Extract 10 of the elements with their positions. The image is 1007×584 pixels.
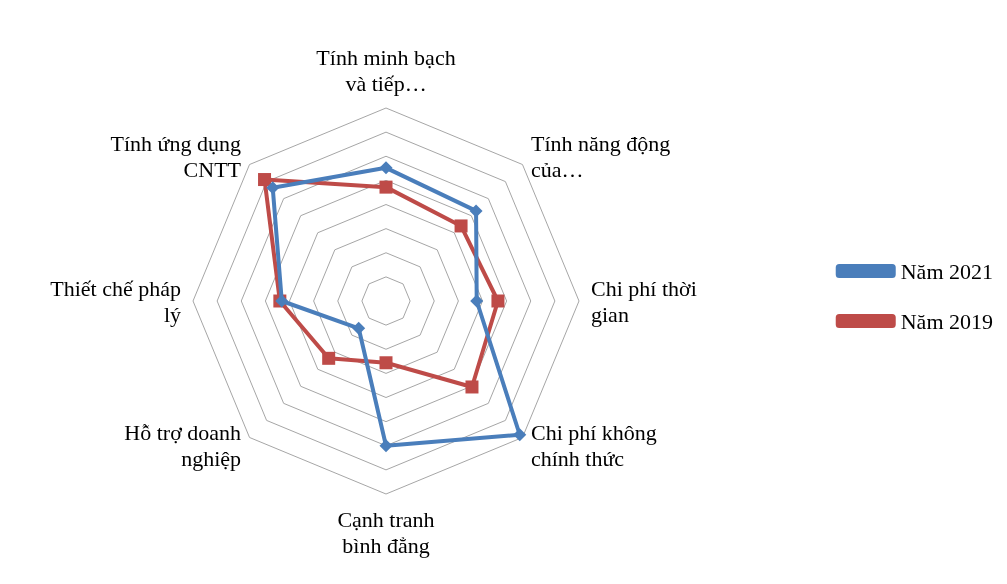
spoke-label: Tính ứng dụng CNTT bbox=[110, 130, 242, 182]
spoke-label: Tính minh bạch và tiếp… bbox=[316, 44, 456, 96]
spoke-label: Chi phí không chính thức bbox=[530, 420, 657, 472]
spoke-label: Chi phí thời gian bbox=[591, 275, 697, 327]
spoke-label: Tính năng động của… bbox=[530, 130, 671, 182]
spoke-label: Hỗ trợ doanh nghiệp bbox=[124, 420, 242, 472]
legend-label: Năm 2019 bbox=[900, 308, 993, 334]
spoke-label: Cạnh tranh bình đẳng bbox=[337, 506, 435, 558]
spoke-label: Thiết chế pháp lý bbox=[50, 275, 181, 327]
legend-label: Năm 2021 bbox=[900, 258, 993, 284]
